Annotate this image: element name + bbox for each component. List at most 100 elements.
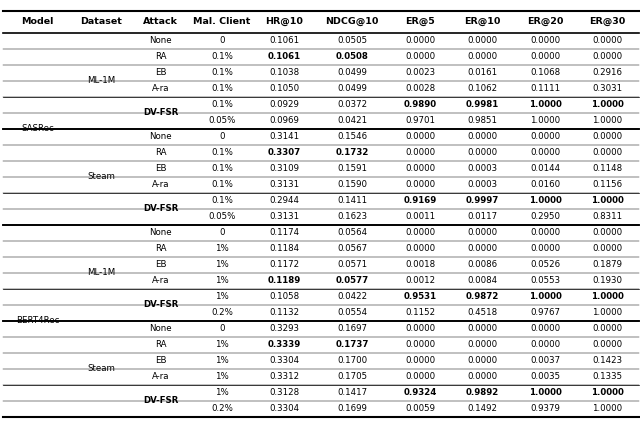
Text: None: None (150, 228, 172, 237)
Text: 0.0000: 0.0000 (467, 372, 497, 381)
Text: 0.3141: 0.3141 (269, 132, 300, 141)
Text: 1.0000: 1.0000 (529, 292, 561, 301)
Text: A-ra: A-ra (152, 180, 170, 189)
Text: 1%: 1% (215, 292, 228, 301)
Text: 0.1737: 0.1737 (335, 340, 369, 349)
Text: 0: 0 (219, 132, 225, 141)
Text: 0.3307: 0.3307 (268, 148, 301, 157)
Text: A-ra: A-ra (152, 372, 170, 381)
Text: 0.0000: 0.0000 (593, 52, 623, 61)
Text: DV-FSR: DV-FSR (143, 396, 179, 405)
Text: 0.2916: 0.2916 (593, 68, 623, 77)
Text: 1.0000: 1.0000 (529, 100, 561, 109)
Text: 0.3339: 0.3339 (268, 340, 301, 349)
Text: A-ra: A-ra (152, 276, 170, 285)
Text: 0.0969: 0.0969 (269, 116, 300, 125)
Text: 0.1546: 0.1546 (337, 132, 367, 141)
Text: 1.0000: 1.0000 (593, 116, 623, 125)
Text: 1%: 1% (215, 276, 228, 285)
Text: DV-FSR: DV-FSR (143, 300, 179, 309)
Text: 0.3304: 0.3304 (269, 404, 300, 413)
Text: 0.9324: 0.9324 (403, 388, 436, 397)
Text: 0.9701: 0.9701 (405, 116, 435, 125)
Text: 0.0499: 0.0499 (337, 84, 367, 93)
Text: ML-1M: ML-1M (88, 76, 116, 85)
Text: Steam: Steam (88, 364, 115, 373)
Text: 0.0000: 0.0000 (405, 324, 435, 333)
Text: 0.1%: 0.1% (211, 148, 233, 157)
Text: SASRec: SASRec (21, 124, 54, 133)
Text: RA: RA (155, 244, 166, 253)
Text: 0.0003: 0.0003 (467, 180, 497, 189)
Text: 0.9981: 0.9981 (466, 100, 499, 109)
Text: 1%: 1% (215, 244, 228, 253)
Text: 0.0000: 0.0000 (530, 244, 560, 253)
Text: 0.0000: 0.0000 (405, 132, 435, 141)
Text: RA: RA (155, 52, 166, 61)
Text: 0.0000: 0.0000 (530, 340, 560, 349)
Text: 0.9851: 0.9851 (467, 116, 497, 125)
Text: 1.0000: 1.0000 (529, 388, 561, 397)
Text: 0.1061: 0.1061 (269, 36, 300, 45)
Text: 0.9767: 0.9767 (530, 308, 560, 317)
Text: 0.0554: 0.0554 (337, 308, 367, 317)
Text: 0: 0 (219, 228, 225, 237)
Text: Steam: Steam (88, 172, 115, 181)
Text: 0.1411: 0.1411 (337, 196, 367, 205)
Text: 0.0000: 0.0000 (530, 324, 560, 333)
Text: 0.0000: 0.0000 (593, 324, 623, 333)
Text: 0.0000: 0.0000 (405, 340, 435, 349)
Text: 0.0003: 0.0003 (467, 164, 497, 173)
Text: 0.0000: 0.0000 (467, 228, 497, 237)
Text: 0.3131: 0.3131 (269, 180, 300, 189)
Text: 0.0000: 0.0000 (530, 132, 560, 141)
Text: NDCG@10: NDCG@10 (326, 17, 379, 26)
Text: 0.1184: 0.1184 (269, 244, 300, 253)
Text: None: None (150, 324, 172, 333)
Text: None: None (150, 132, 172, 141)
Text: 1%: 1% (215, 340, 228, 349)
Text: 0.1%: 0.1% (211, 180, 233, 189)
Text: 0.0000: 0.0000 (467, 244, 497, 253)
Text: 0.1%: 0.1% (211, 164, 233, 173)
Text: 0.0499: 0.0499 (337, 68, 367, 77)
Text: 0.0000: 0.0000 (593, 228, 623, 237)
Text: 0.0929: 0.0929 (269, 100, 300, 109)
Text: 0: 0 (219, 36, 225, 45)
Text: 0.0000: 0.0000 (467, 148, 497, 157)
Text: 0.9890: 0.9890 (403, 100, 436, 109)
Text: 0.1189: 0.1189 (268, 276, 301, 285)
Text: 0.2%: 0.2% (211, 308, 233, 317)
Text: 0.1%: 0.1% (211, 52, 233, 61)
Text: None: None (150, 36, 172, 45)
Text: 0.1148: 0.1148 (593, 164, 623, 173)
Text: 0.0000: 0.0000 (530, 52, 560, 61)
Text: 0.0012: 0.0012 (405, 276, 435, 285)
Text: 0.0035: 0.0035 (530, 372, 560, 381)
Text: A-ra: A-ra (152, 84, 170, 93)
Text: 0.0000: 0.0000 (530, 228, 560, 237)
Text: 0.1%: 0.1% (211, 100, 233, 109)
Text: 0.0000: 0.0000 (405, 164, 435, 173)
Text: 0.1172: 0.1172 (269, 260, 300, 269)
Text: 1.0000: 1.0000 (530, 116, 560, 125)
Text: 0.1732: 0.1732 (335, 148, 369, 157)
Text: 0.0372: 0.0372 (337, 100, 367, 109)
Text: 0.1111: 0.1111 (530, 84, 560, 93)
Text: 0.1930: 0.1930 (593, 276, 623, 285)
Text: 0.1068: 0.1068 (530, 68, 560, 77)
Text: 0.1705: 0.1705 (337, 372, 367, 381)
Text: 0.1%: 0.1% (211, 84, 233, 93)
Text: ML-1M: ML-1M (88, 268, 116, 277)
Text: 0.1038: 0.1038 (269, 68, 300, 77)
Text: 0.0508: 0.0508 (336, 52, 369, 61)
Text: 0.05%: 0.05% (208, 212, 236, 221)
Text: 0: 0 (219, 324, 225, 333)
Text: 0.1591: 0.1591 (337, 164, 367, 173)
Text: 1.0000: 1.0000 (591, 388, 624, 397)
Text: 0.0567: 0.0567 (337, 244, 367, 253)
Text: 0.0505: 0.0505 (337, 36, 367, 45)
Text: 0.0000: 0.0000 (593, 244, 623, 253)
Text: 1%: 1% (215, 356, 228, 365)
Text: 0.1156: 0.1156 (593, 180, 623, 189)
